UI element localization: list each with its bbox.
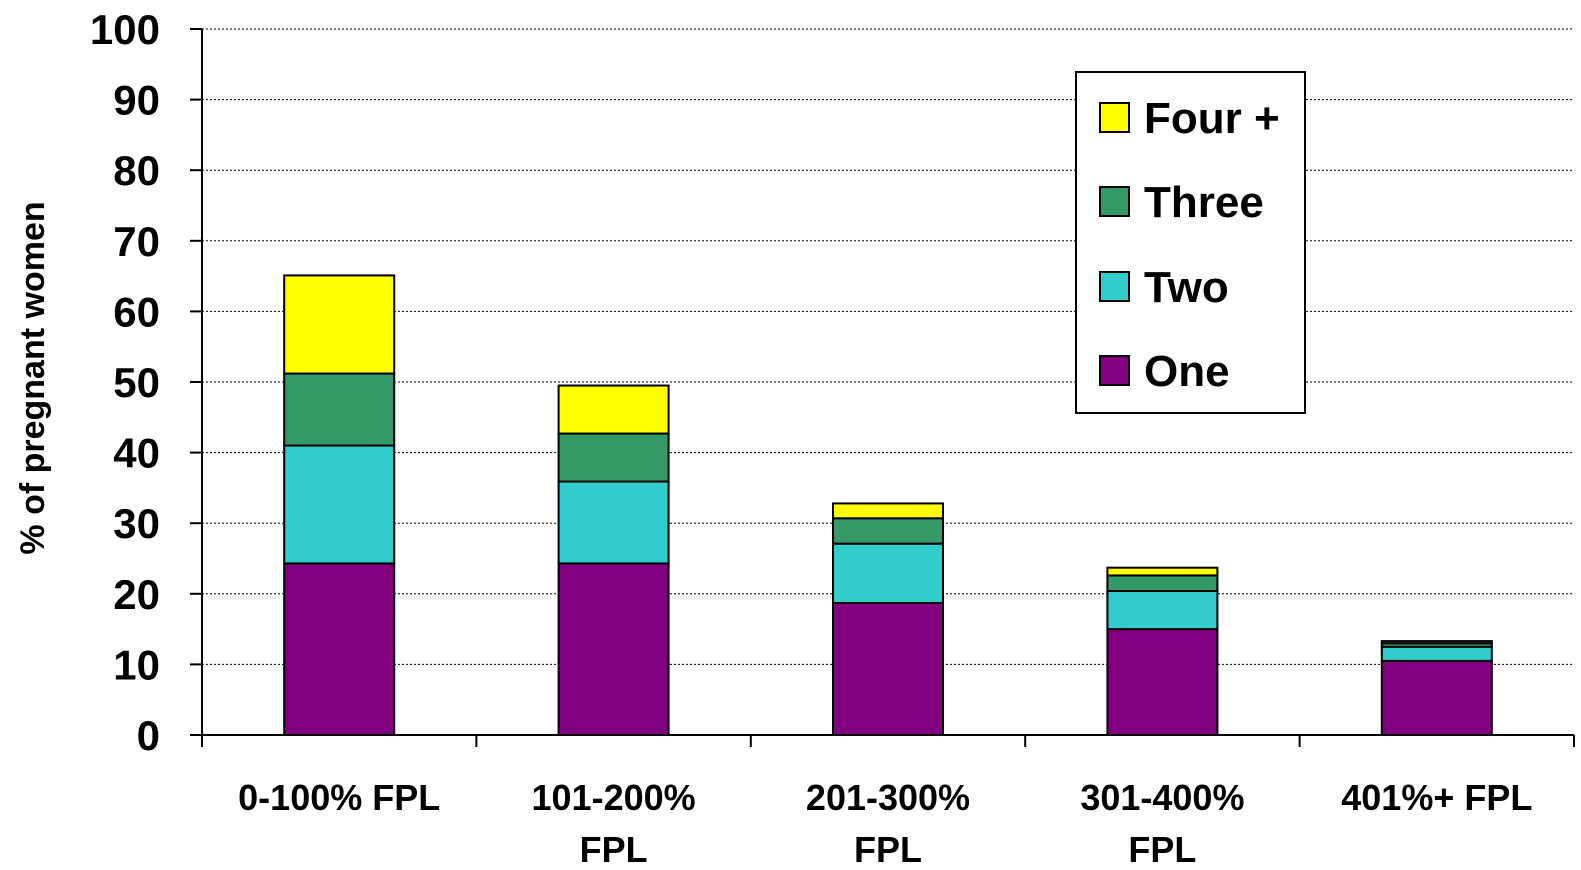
y-tick-label: 90: [113, 77, 160, 124]
legend-swatch: [1099, 355, 1130, 386]
x-tick-label: 301-400% FPL: [1080, 777, 1244, 870]
bar-segment: [1106, 589, 1219, 631]
bar-segment: [1106, 574, 1219, 592]
y-tick-label: 50: [113, 359, 160, 406]
legend-swatch: [1099, 102, 1130, 133]
bars: [283, 274, 1493, 737]
bar-segment: [832, 542, 944, 604]
y-tick-label: 20: [113, 571, 160, 618]
bar-segment: [832, 601, 944, 737]
legend-label: Three: [1144, 178, 1264, 227]
bar-segment: [283, 444, 396, 565]
bar-segment: [283, 562, 396, 737]
bar-segment: [1380, 640, 1493, 645]
bar-segment: [1380, 645, 1493, 662]
x-tick-label: 0-100% FPL: [238, 777, 440, 818]
axes: [190, 28, 1575, 747]
y-tick-label: 0: [137, 712, 160, 759]
bar-segment: [283, 372, 396, 447]
y-tick-label: 70: [113, 218, 160, 265]
legend-label: Four +: [1144, 94, 1280, 143]
bar-segment: [557, 432, 670, 483]
bar-segment: [557, 480, 670, 565]
y-tick-label: 40: [113, 430, 160, 477]
legend-swatch: [1099, 186, 1130, 217]
bar-segment: [557, 562, 670, 737]
bar-segment: [557, 384, 670, 435]
y-tick-label: 100: [90, 6, 160, 53]
legend-label: Two: [1144, 263, 1229, 312]
bar-segment: [1380, 659, 1493, 736]
x-tick-label: 101-200% FPL: [532, 777, 696, 870]
x-tick-label: 201-300% FPL: [806, 777, 970, 870]
x-tick-labels: 0-100% FPL 101-200% FPL 201-300% FPL 301-400%…: [238, 777, 1532, 870]
y-tick-label: 60: [113, 288, 160, 335]
y-tick-label: 30: [113, 500, 160, 547]
bar-segment: [283, 274, 396, 375]
bar-segment: [1106, 628, 1219, 736]
bar-segment: [1106, 566, 1219, 577]
legend-label: One: [1144, 347, 1230, 396]
y-axis-label: % of pregnant women: [14, 201, 52, 554]
y-tick-labels: 0 10 20 30 40 50 60 70 80 90 100: [90, 6, 160, 759]
y-tick-label: 80: [113, 147, 160, 194]
bar-segment: [832, 517, 944, 545]
bar-segment: [832, 502, 944, 520]
legend-swatch: [1099, 271, 1130, 302]
y-tick-label: 10: [113, 641, 160, 688]
x-tick-label: 401%+ FPL: [1341, 777, 1532, 818]
legend: Four + Three Two One: [1075, 71, 1306, 414]
